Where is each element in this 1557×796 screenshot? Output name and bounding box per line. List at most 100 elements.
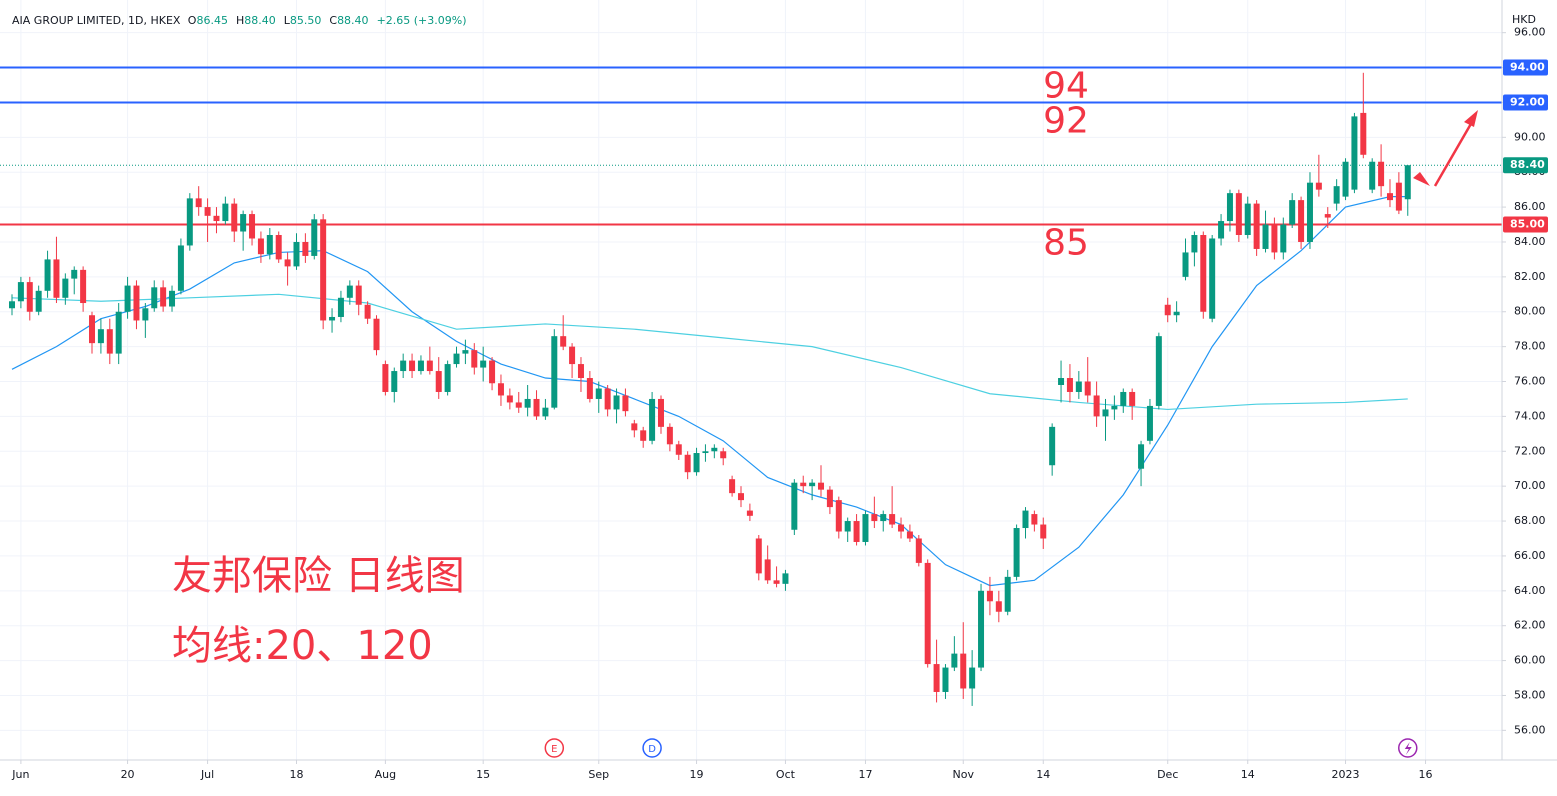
level-annotation: 85	[1043, 223, 1089, 264]
grid	[0, 0, 1502, 760]
note: 均线:20、120	[172, 623, 433, 669]
candle-body	[204, 207, 211, 216]
candle-body	[551, 336, 558, 408]
candle-body	[1173, 311, 1180, 316]
x-tick-label: 14	[1241, 768, 1255, 781]
price-badge	[1503, 94, 1548, 111]
x-tick-label: 16	[1419, 768, 1433, 781]
ohlc-label: C	[329, 14, 337, 27]
candle-body	[702, 451, 709, 454]
change: +2.65 (+3.09%)	[377, 14, 467, 27]
candle-body	[1218, 221, 1225, 239]
ohlc-label: L	[284, 14, 291, 27]
candle-body	[746, 510, 753, 516]
price-badge	[1503, 157, 1548, 174]
y-tick-label: 66.00	[1514, 549, 1546, 562]
candle-body	[417, 360, 424, 372]
y-tick-label: 84.00	[1514, 235, 1546, 248]
candle-body	[711, 447, 718, 452]
candle-body	[978, 590, 985, 668]
x-tick-label: Jul	[200, 768, 214, 781]
candle-body	[373, 318, 380, 351]
candle-body	[409, 360, 416, 372]
ma-line	[11, 293, 1408, 411]
candle-body	[1262, 224, 1269, 249]
candle-body	[311, 219, 318, 256]
y-tick-label: 56.00	[1514, 723, 1546, 736]
candle-body	[1155, 336, 1162, 406]
candle-body	[755, 538, 762, 574]
event-marker	[642, 738, 662, 758]
candle-body	[35, 290, 42, 312]
candle-body	[426, 360, 433, 372]
candle-body	[640, 430, 647, 441]
candle-body	[835, 500, 842, 532]
candle-body	[773, 580, 780, 584]
candle-body	[1395, 182, 1402, 211]
candle-body	[533, 398, 540, 417]
candle-body	[497, 383, 504, 396]
candle-body	[1013, 528, 1020, 577]
candle-body	[62, 278, 69, 298]
price-badge-label: 88.40	[1510, 158, 1545, 171]
level-annotation: 92	[1043, 100, 1089, 141]
candle-body	[1111, 405, 1118, 410]
candle-body	[906, 531, 913, 539]
arrow-head	[1413, 172, 1430, 186]
x-tick-label: 14	[1036, 768, 1050, 781]
candle-body	[631, 423, 638, 431]
candle-body	[1235, 193, 1242, 235]
candle-body	[71, 269, 78, 279]
candle-body	[649, 398, 656, 441]
y-tick-label: 90.00	[1514, 130, 1546, 143]
candle-body	[1146, 405, 1153, 441]
x-tick-label: Nov	[953, 768, 975, 781]
event-marker	[544, 738, 565, 758]
candle-body	[693, 453, 700, 473]
candle-body	[1209, 238, 1216, 319]
candle-body	[275, 235, 282, 260]
candle-body	[142, 308, 149, 321]
x-tick-label: 15	[476, 768, 490, 781]
candle-body	[293, 241, 300, 267]
x-tick-label: 2023	[1332, 768, 1360, 781]
title: AIA GROUP LIMITED, 1D, HKEX	[12, 14, 181, 27]
candle-body	[1164, 304, 1171, 316]
candle-body	[97, 329, 104, 344]
ohlc-value: 88.40	[337, 14, 369, 27]
candle-body	[729, 479, 736, 494]
candle-body	[924, 562, 931, 665]
ohlc-value: 85.50	[290, 14, 322, 27]
candle-body	[782, 573, 789, 584]
candle-body	[791, 482, 798, 530]
candle-body	[89, 315, 96, 344]
candle-body	[9, 301, 16, 309]
candle-body	[951, 653, 958, 668]
candle-body	[320, 219, 327, 321]
candle-body	[1200, 235, 1207, 312]
candle-body	[675, 444, 682, 455]
candle-body	[1058, 378, 1065, 385]
candle-body	[1244, 203, 1251, 235]
candle-body	[1360, 112, 1367, 155]
candle-body	[737, 493, 744, 501]
candle-body	[151, 287, 158, 309]
candle-body	[1182, 252, 1189, 277]
candle-body	[1333, 186, 1340, 204]
candle-body	[622, 395, 629, 412]
candle-body	[1351, 116, 1358, 190]
arrow-head	[1464, 110, 1478, 127]
x-tick-label: Dec	[1157, 768, 1178, 781]
candle-body	[1049, 426, 1056, 466]
price-badge-label: 92.00	[1510, 95, 1545, 108]
candle-body	[684, 454, 691, 473]
candle-body	[231, 203, 238, 232]
ohlc-label: O	[188, 14, 197, 27]
y-tick-label: 62.00	[1514, 619, 1546, 632]
candle-body	[1093, 395, 1100, 417]
candle-body	[1342, 161, 1349, 197]
ohlc-value: 86.45	[196, 14, 228, 27]
candle-body	[577, 364, 584, 379]
